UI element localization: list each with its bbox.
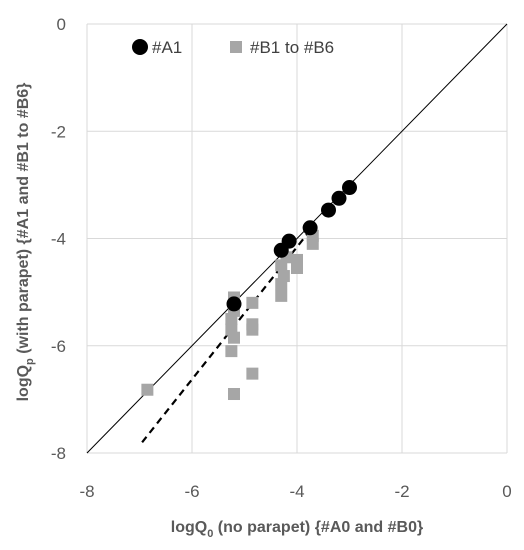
legend-marker-b: [230, 41, 242, 53]
y-axis-title: logQp (with parapet) {#A1 and #B1 to #B6…: [15, 83, 36, 402]
data-points: [141, 180, 357, 401]
y-tick-label: -4: [51, 230, 66, 249]
y-axis-title-suffix: (with parapet) {#A1 and #B1 to #B6}: [15, 83, 32, 359]
point-b: [228, 331, 240, 344]
y-axis-title-prefix: logQ: [15, 365, 32, 401]
y-tick-label: -6: [51, 337, 66, 356]
point-b: [246, 296, 259, 309]
point-b: [225, 345, 238, 358]
point-b: [306, 237, 319, 250]
point-b: [225, 312, 238, 325]
x-axis-title-suffix: (no parapet) {#A0 and #B0}: [213, 519, 423, 536]
x-tick-label: -2: [394, 482, 409, 501]
point-b: [246, 323, 259, 336]
point-b: [275, 289, 288, 302]
point-b: [291, 261, 303, 274]
point-a1: [321, 202, 336, 218]
legend: #A1 #B1 to #B6: [132, 38, 334, 57]
point-b: [246, 367, 259, 380]
point-b: [228, 388, 240, 401]
y-tick-label: -2: [51, 122, 66, 141]
x-tick-label: -8: [79, 482, 94, 501]
point-a1: [331, 190, 347, 206]
grid-lines: [86, 23, 508, 454]
trend-line-dashed: [141, 229, 311, 443]
y-axis-title-sub: p: [24, 358, 36, 365]
point-b: [275, 259, 288, 272]
point-b: [280, 251, 293, 264]
one-to-one-line: [86, 23, 508, 454]
point-b: [141, 383, 154, 396]
x-axis-title-sub: 0: [207, 528, 213, 540]
point-b: [275, 278, 288, 291]
legend-marker-a1: [132, 39, 148, 55]
point-a1: [273, 242, 289, 258]
y-tick-label: -8: [51, 444, 66, 463]
x-axis-title-prefix: logQ: [171, 519, 207, 536]
x-tick-label: 0: [502, 482, 511, 501]
x-tick-label: -4: [289, 482, 304, 501]
tick-labels: -8 -6 -4 -2 0 -8 -6 -4 -2 0: [51, 15, 512, 501]
y-tick-label: 0: [57, 15, 66, 34]
reference-lines: [86, 23, 508, 454]
x-axis-title: logQ0 (no parapet) {#A0 and #B0}: [171, 519, 423, 540]
point-a1: [342, 180, 357, 196]
legend-label-b: #B1 to #B6: [250, 38, 334, 57]
point-a1: [302, 220, 318, 236]
legend-label-a1: #A1: [152, 38, 182, 57]
x-tick-label: -6: [184, 482, 199, 501]
point-a1: [226, 296, 242, 312]
